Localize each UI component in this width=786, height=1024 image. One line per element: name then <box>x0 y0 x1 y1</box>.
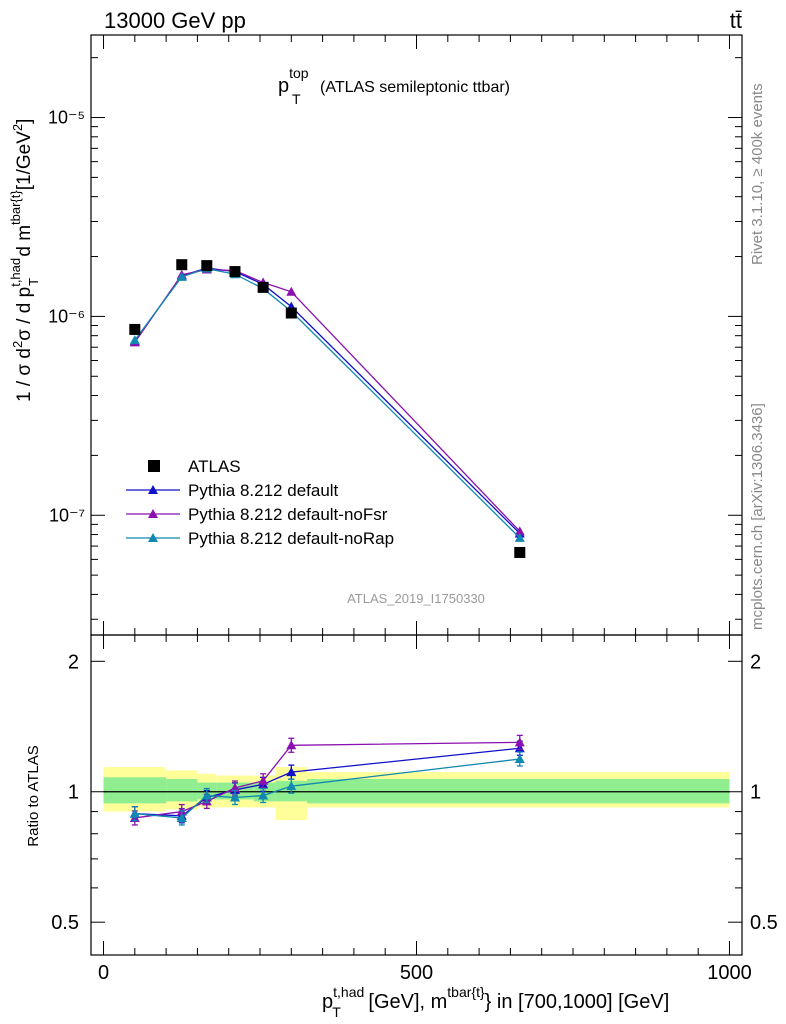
ratio-y-tick-label-left: 2 <box>68 651 79 673</box>
ratio-series-layer <box>129 734 525 826</box>
plot-title: ptop T (ATLAS semileptonic ttbar) <box>278 65 510 107</box>
ylabel-part: d m <box>14 225 35 262</box>
ylabel-sup: 2 <box>10 124 25 131</box>
ratio-marker <box>258 790 269 800</box>
ratio-y-axis-label: Ratio to ATLAS <box>25 745 42 846</box>
mc-marker <box>176 271 187 281</box>
legend-label: ATLAS <box>188 457 241 476</box>
xlabel-sup: tbar{t} <box>447 984 485 1000</box>
legend: ATLAS Pythia 8.212 default Pythia 8.212 de… <box>126 457 394 548</box>
data-point <box>201 260 213 272</box>
data-point <box>176 259 188 271</box>
xlabel-part: p <box>322 991 333 1013</box>
x-tick-label: 500 <box>400 962 433 984</box>
mc-marker <box>129 335 140 345</box>
ylabel-part: 1 / σ d <box>14 348 35 402</box>
energy-label: 13000 GeV pp <box>104 8 246 33</box>
ratio-y-tick-label-right: 1 <box>750 782 761 804</box>
ratio-marker <box>286 767 297 777</box>
x-tick-label: 1000 <box>707 962 752 984</box>
legend-label: Pythia 8.212 default-noRap <box>188 529 394 548</box>
ratio-marker <box>129 808 140 818</box>
plot-title-sup: top <box>289 65 309 81</box>
legend-marker <box>148 509 158 518</box>
ratio-marker <box>201 790 212 800</box>
ratio-marker <box>229 783 240 793</box>
main-y-tick-label: 10⁻⁶ <box>48 306 85 326</box>
mc-marker <box>286 286 297 296</box>
xlabel-sub: T <box>332 1004 341 1020</box>
ratio-panel-frame <box>90 634 743 956</box>
plot-title-main: p <box>278 75 289 97</box>
xlabel-part: [GeV], m <box>363 991 447 1013</box>
plot-title-rest: (ATLAS semileptonic ttbar) <box>320 79 510 96</box>
ratio-marker <box>229 792 240 802</box>
ratio-marker <box>258 775 269 785</box>
ratio-y-tick-label-right: 2 <box>750 651 761 673</box>
analysis-id: ATLAS_2019_I1750330 <box>347 591 485 606</box>
data-point <box>514 546 526 558</box>
ratio-uncertainty-bands <box>103 767 730 821</box>
x-axis-label: pt,had T [GeV], mtbar{t}} in [700,1000] [… <box>322 984 669 1020</box>
ylabel-sup: tbar{t} <box>8 190 23 225</box>
xlabel-sup: t,had <box>333 984 364 1000</box>
main-axis-ticks: 10⁻⁵ 10⁻⁶ 10⁻⁷ <box>48 35 742 635</box>
ratio-marker <box>286 781 297 791</box>
mc-marker <box>514 526 525 536</box>
ratio-marker <box>514 754 525 764</box>
series-layer <box>129 259 526 558</box>
ratio-band-inner <box>103 777 167 804</box>
legend-marker <box>148 533 158 542</box>
legend-marker <box>148 485 158 494</box>
plot-title-sub: T <box>292 91 301 107</box>
main-y-tick-label: 10⁻⁵ <box>48 108 85 128</box>
legend-label: Pythia 8.212 default-noFsr <box>188 505 388 524</box>
data-point <box>257 281 269 293</box>
ylabel-sup: 2 <box>10 341 25 348</box>
main-y-axis-label: 1 / σ d2σ / d pt,had T d mtbar{t}[1/GeV2] <box>8 119 41 402</box>
ratio-y-tick-label-right: 0.5 <box>750 912 778 934</box>
data-point <box>229 266 241 278</box>
main-y-tick-label: 10⁻⁷ <box>49 505 85 525</box>
ratio-band-inner <box>166 779 198 802</box>
legend-label: Pythia 8.212 default <box>188 481 339 500</box>
process-label: tt̄ <box>730 8 742 33</box>
ratio-y-tick-label-left: 0.5 <box>51 912 79 934</box>
ylabel-sup: t,had <box>8 258 23 287</box>
ylabel-part: σ / d p <box>14 287 35 341</box>
rivet-side-text: Rivet 3.1.10, ≥ 400k events <box>749 83 766 265</box>
ratio-marker <box>286 740 297 750</box>
data-point <box>129 323 141 335</box>
ylabel-sub: T <box>26 278 41 286</box>
data-point <box>285 307 297 319</box>
ratio-marker <box>514 737 525 747</box>
ylabel-part: [1/GeV <box>14 131 35 190</box>
mcplots-side-text: mcplots.cern.ch [arXiv:1306.3436] <box>749 403 766 630</box>
ratio-marker <box>176 812 187 822</box>
x-tick-label: 0 <box>98 962 109 984</box>
xlabel-part: } in [700,1000] [GeV] <box>485 991 670 1013</box>
mc-marker <box>514 532 525 542</box>
ylabel-part: ] <box>14 119 35 124</box>
ratio-axis-ticks: 2 2 1 1 0.5 0.5 0 500 1000 <box>51 635 778 984</box>
ratio-y-tick-label-left: 1 <box>68 782 79 804</box>
legend-marker-data <box>148 460 160 472</box>
